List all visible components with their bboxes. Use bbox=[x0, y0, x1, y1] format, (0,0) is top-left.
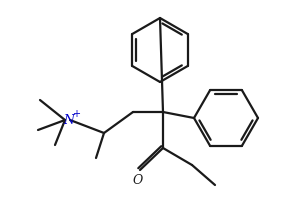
Text: O: O bbox=[133, 174, 143, 186]
Text: +: + bbox=[72, 109, 80, 119]
Text: N: N bbox=[64, 113, 74, 127]
